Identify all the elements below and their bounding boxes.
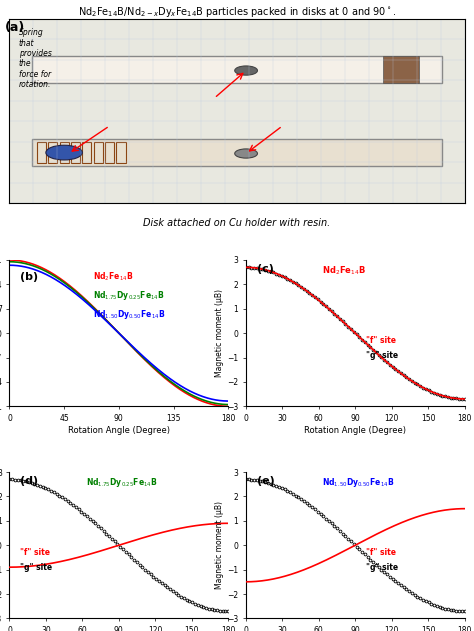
Bar — [71, 143, 80, 163]
Text: (b): (b) — [20, 272, 38, 281]
Circle shape — [46, 145, 82, 160]
Bar — [60, 143, 69, 163]
Text: "f" site: "f" site — [20, 548, 50, 557]
Y-axis label: Magnetic moment (μB): Magnetic moment (μB) — [215, 501, 224, 589]
Circle shape — [235, 149, 257, 158]
Text: "g" site: "g" site — [366, 563, 398, 572]
Text: (c): (c) — [257, 264, 273, 274]
Bar — [32, 56, 442, 83]
Y-axis label: Magnetic moment (μB): Magnetic moment (μB) — [215, 289, 224, 377]
Text: Disk attached on Cu holder with resin.: Disk attached on Cu holder with resin. — [143, 218, 331, 228]
X-axis label: Rotation Angle (Degree): Rotation Angle (Degree) — [304, 426, 406, 435]
Text: "g" site: "g" site — [20, 563, 53, 572]
X-axis label: Rotation Angle (Degree): Rotation Angle (Degree) — [68, 426, 170, 435]
Bar — [32, 139, 442, 167]
Bar — [105, 143, 114, 163]
Bar — [37, 143, 46, 163]
Text: (e): (e) — [257, 476, 274, 487]
Text: Spring
that
provides
the
force for
rotation.: Spring that provides the force for rotat… — [18, 28, 52, 89]
Text: Nd$_2$Fe$_{14}$B: Nd$_2$Fe$_{14}$B — [92, 270, 133, 283]
Bar — [383, 56, 419, 83]
Text: Nd$_{1.50}$Dy$_{0.50}$Fe$_{14}$B: Nd$_{1.50}$Dy$_{0.50}$Fe$_{14}$B — [322, 476, 395, 490]
Text: (a): (a) — [5, 21, 25, 34]
Bar — [117, 143, 126, 163]
Text: "f" site: "f" site — [366, 548, 396, 557]
Bar — [82, 143, 91, 163]
Text: Nd$_2$Fe$_{14}$B: Nd$_2$Fe$_{14}$B — [322, 264, 366, 277]
Bar — [48, 143, 57, 163]
Text: Nd$_{1.75}$Dy$_{0.25}$Fe$_{14}$B: Nd$_{1.75}$Dy$_{0.25}$Fe$_{14}$B — [92, 289, 164, 302]
Circle shape — [235, 66, 257, 75]
Text: "g" site: "g" site — [366, 351, 398, 360]
Title: Nd$_2$Fe$_{14}$B/Nd$_{2-x}$Dy$_x$Fe$_{14}$B particles packed in disks at 0 and 9: Nd$_2$Fe$_{14}$B/Nd$_{2-x}$Dy$_x$Fe$_{14… — [78, 5, 396, 19]
Text: (d): (d) — [20, 476, 38, 487]
Bar — [94, 143, 103, 163]
Text: Nd$_{1.50}$Dy$_{0.50}$Fe$_{14}$B: Nd$_{1.50}$Dy$_{0.50}$Fe$_{14}$B — [92, 309, 165, 321]
Text: "f" site: "f" site — [366, 336, 396, 345]
Text: Nd$_{1.75}$Dy$_{0.25}$Fe$_{14}$B: Nd$_{1.75}$Dy$_{0.25}$Fe$_{14}$B — [86, 476, 158, 490]
